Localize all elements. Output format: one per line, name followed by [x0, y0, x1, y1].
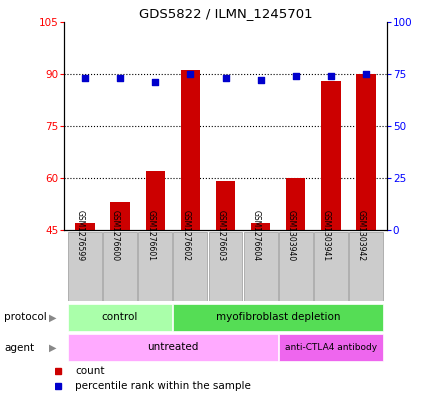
Text: control: control [102, 312, 138, 322]
Bar [349, 232, 383, 301]
Bar [321, 81, 341, 230]
Point [292, 73, 299, 79]
Point [257, 77, 264, 83]
Point [152, 79, 159, 85]
Point [327, 73, 334, 79]
Bar [68, 304, 172, 331]
Bar [173, 232, 207, 301]
Point [81, 75, 88, 81]
Title: GDS5822 / ILMN_1245701: GDS5822 / ILMN_1245701 [139, 7, 312, 20]
Bar [279, 334, 383, 361]
Bar [356, 73, 376, 230]
Bar [173, 304, 383, 331]
Text: protocol: protocol [4, 312, 47, 322]
Text: myofibroblast depletion: myofibroblast depletion [216, 312, 341, 322]
Bar [314, 232, 348, 301]
Bar [251, 223, 270, 230]
Point [363, 70, 370, 77]
Text: ▶: ▶ [49, 312, 57, 322]
Text: ▶: ▶ [49, 343, 57, 353]
Text: GSM1303940: GSM1303940 [287, 210, 296, 261]
Bar [110, 202, 130, 230]
Text: anti-CTLA4 antibody: anti-CTLA4 antibody [285, 343, 377, 351]
Bar [68, 334, 278, 361]
Bar [216, 181, 235, 230]
Bar [75, 223, 95, 230]
Text: untreated: untreated [147, 342, 198, 352]
Text: agent: agent [4, 343, 34, 353]
Point [117, 75, 124, 81]
Bar [138, 232, 172, 301]
Text: GSM1276602: GSM1276602 [181, 210, 191, 261]
Bar [68, 232, 102, 301]
Text: percentile rank within the sample: percentile rank within the sample [75, 381, 251, 391]
Point [222, 75, 229, 81]
Bar [181, 70, 200, 230]
Point [187, 70, 194, 77]
Text: GSM1276604: GSM1276604 [252, 210, 260, 261]
Bar [103, 232, 137, 301]
Bar [209, 232, 242, 301]
Text: GSM1276599: GSM1276599 [76, 210, 85, 261]
Bar [146, 171, 165, 230]
Text: count: count [75, 366, 104, 376]
Text: GSM1276600: GSM1276600 [111, 210, 120, 261]
Text: GSM1276603: GSM1276603 [216, 210, 226, 261]
Text: GSM1276601: GSM1276601 [146, 210, 155, 261]
Text: GSM1303942: GSM1303942 [357, 210, 366, 261]
Bar [279, 232, 313, 301]
Text: GSM1303941: GSM1303941 [322, 210, 331, 261]
Bar [244, 232, 278, 301]
Bar [286, 178, 305, 230]
